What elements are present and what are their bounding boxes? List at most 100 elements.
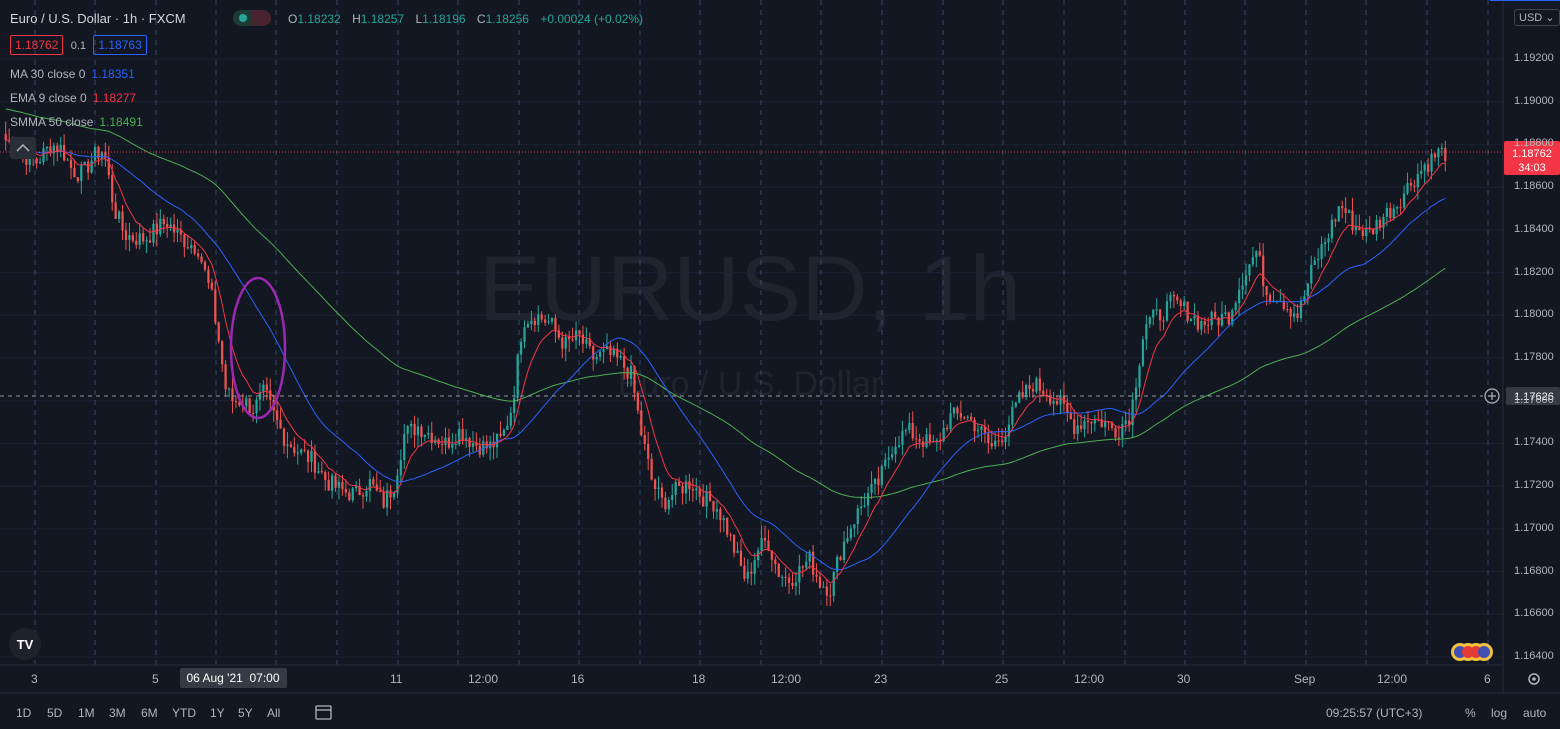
range-5d[interactable]: 5D bbox=[47, 706, 63, 720]
ma30-line[interactable] bbox=[5, 139, 1446, 571]
indicator-lines bbox=[5, 108, 1446, 584]
candle-body bbox=[877, 478, 880, 486]
candle-body bbox=[1193, 315, 1196, 319]
candle-body bbox=[1310, 264, 1313, 284]
candle-body bbox=[1385, 207, 1388, 217]
candle-body bbox=[300, 449, 303, 453]
candle-body bbox=[296, 452, 299, 454]
candle-body bbox=[1248, 264, 1251, 276]
range-ytd[interactable]: YTD bbox=[172, 706, 196, 720]
bid-ask-row[interactable]: 1.18762 0.1 1.18763 bbox=[10, 35, 147, 55]
log-scale-toggle[interactable]: log bbox=[1491, 706, 1508, 720]
candle-body bbox=[842, 541, 846, 561]
candle-body bbox=[166, 224, 169, 228]
candle-body bbox=[1069, 412, 1072, 420]
candle-body bbox=[1320, 244, 1323, 259]
candle-body bbox=[128, 235, 131, 240]
indicator-smma50[interactable]: SMMA 50 close 1.18491 bbox=[10, 115, 143, 129]
candle-body bbox=[777, 563, 780, 578]
candle-body bbox=[904, 430, 907, 432]
candle-body bbox=[956, 407, 959, 414]
symbol-header[interactable]: Euro / U.S. Dollar · 1h · FXCM bbox=[10, 11, 186, 26]
candle-body bbox=[475, 442, 478, 446]
candle-body bbox=[334, 475, 337, 488]
candle-body bbox=[104, 151, 107, 159]
price-axis-label: 1.17200 bbox=[1514, 479, 1554, 492]
candle-body bbox=[1420, 170, 1423, 174]
candle-body bbox=[571, 339, 574, 341]
candle-body bbox=[1351, 210, 1354, 231]
settings-gear-icon[interactable] bbox=[1528, 673, 1540, 685]
date-range-icon[interactable] bbox=[315, 705, 332, 720]
range-1y[interactable]: 1Y bbox=[210, 706, 225, 720]
candle-body bbox=[544, 319, 547, 323]
candle-body bbox=[80, 165, 83, 182]
candle-body bbox=[928, 434, 932, 443]
candle-body bbox=[1038, 378, 1041, 391]
candle-body bbox=[667, 500, 670, 510]
candle-body bbox=[976, 429, 980, 432]
sell-price-button[interactable]: 1.18762 bbox=[10, 35, 64, 55]
candle-body bbox=[836, 556, 839, 572]
range-1d[interactable]: 1D bbox=[16, 706, 32, 720]
tradingview-logo-icon[interactable]: TV bbox=[9, 628, 41, 660]
ema9-line[interactable] bbox=[5, 139, 1446, 584]
candle-body bbox=[684, 481, 688, 494]
price-axis-label: 1.18400 bbox=[1514, 222, 1554, 235]
candle-body bbox=[640, 410, 643, 436]
candle-body bbox=[702, 496, 705, 507]
candle-body bbox=[705, 490, 708, 507]
market-status[interactable] bbox=[233, 10, 271, 26]
range-5y[interactable]: 5Y bbox=[238, 706, 253, 720]
candle-body bbox=[1389, 207, 1392, 219]
indicator-ema9[interactable]: EMA 9 close 0 1.18277 bbox=[10, 91, 136, 105]
indicator-ma30[interactable]: MA 30 close 0 1.18351 bbox=[10, 67, 135, 81]
change-value: +0.00024 (+0.02%) bbox=[540, 12, 644, 26]
candle-body bbox=[540, 314, 543, 320]
percent-scale-toggle[interactable]: % bbox=[1465, 706, 1476, 720]
candle-body bbox=[1165, 301, 1169, 321]
candle-body bbox=[1347, 210, 1351, 213]
range-all[interactable]: All bbox=[267, 706, 281, 720]
smma50-line[interactable] bbox=[5, 108, 1446, 499]
last-price-tag[interactable] bbox=[1504, 141, 1560, 175]
time-axis-label: 12:00 bbox=[1377, 672, 1408, 686]
auto-scale-toggle[interactable]: auto bbox=[1523, 706, 1547, 720]
candle-body bbox=[633, 365, 636, 393]
candle-body bbox=[743, 565, 746, 579]
candle-body bbox=[471, 442, 475, 447]
event-badges[interactable] bbox=[1451, 643, 1493, 661]
candle-body bbox=[818, 576, 822, 588]
candle-body bbox=[832, 571, 835, 596]
candle-body bbox=[829, 595, 832, 597]
range-6m[interactable]: 6M bbox=[141, 706, 158, 720]
candle-body bbox=[42, 148, 45, 163]
candle-body bbox=[866, 493, 870, 506]
candle-body bbox=[1258, 251, 1261, 256]
candle-body bbox=[911, 422, 914, 439]
candle-body bbox=[1042, 390, 1045, 395]
candle-body bbox=[1031, 388, 1035, 392]
candle-body bbox=[1162, 320, 1165, 322]
candle-body bbox=[856, 508, 859, 525]
highlight-ellipse[interactable] bbox=[229, 276, 287, 420]
collapse-legend-button[interactable] bbox=[10, 137, 36, 159]
candle-body bbox=[822, 586, 825, 588]
candle-body bbox=[396, 475, 399, 494]
range-1m[interactable]: 1M bbox=[78, 706, 95, 720]
candle-body bbox=[344, 489, 347, 493]
candle-body bbox=[320, 471, 323, 473]
range-3m[interactable]: 3M bbox=[109, 706, 126, 720]
open-value: 1.18232 bbox=[297, 12, 341, 26]
currency-select[interactable]: USD ⌄ bbox=[1514, 9, 1560, 26]
clock-timezone[interactable]: 09:25:57 (UTC+3) bbox=[1326, 706, 1423, 720]
candle-body bbox=[59, 145, 62, 153]
candle-body bbox=[234, 401, 238, 403]
candle-body bbox=[506, 425, 509, 430]
buy-price-button[interactable]: 1.18763 bbox=[93, 35, 147, 55]
candle-body bbox=[1059, 395, 1062, 405]
eu-flag-icon-2 bbox=[1478, 646, 1490, 658]
candle-body bbox=[461, 428, 464, 442]
candle-body bbox=[1426, 164, 1430, 172]
